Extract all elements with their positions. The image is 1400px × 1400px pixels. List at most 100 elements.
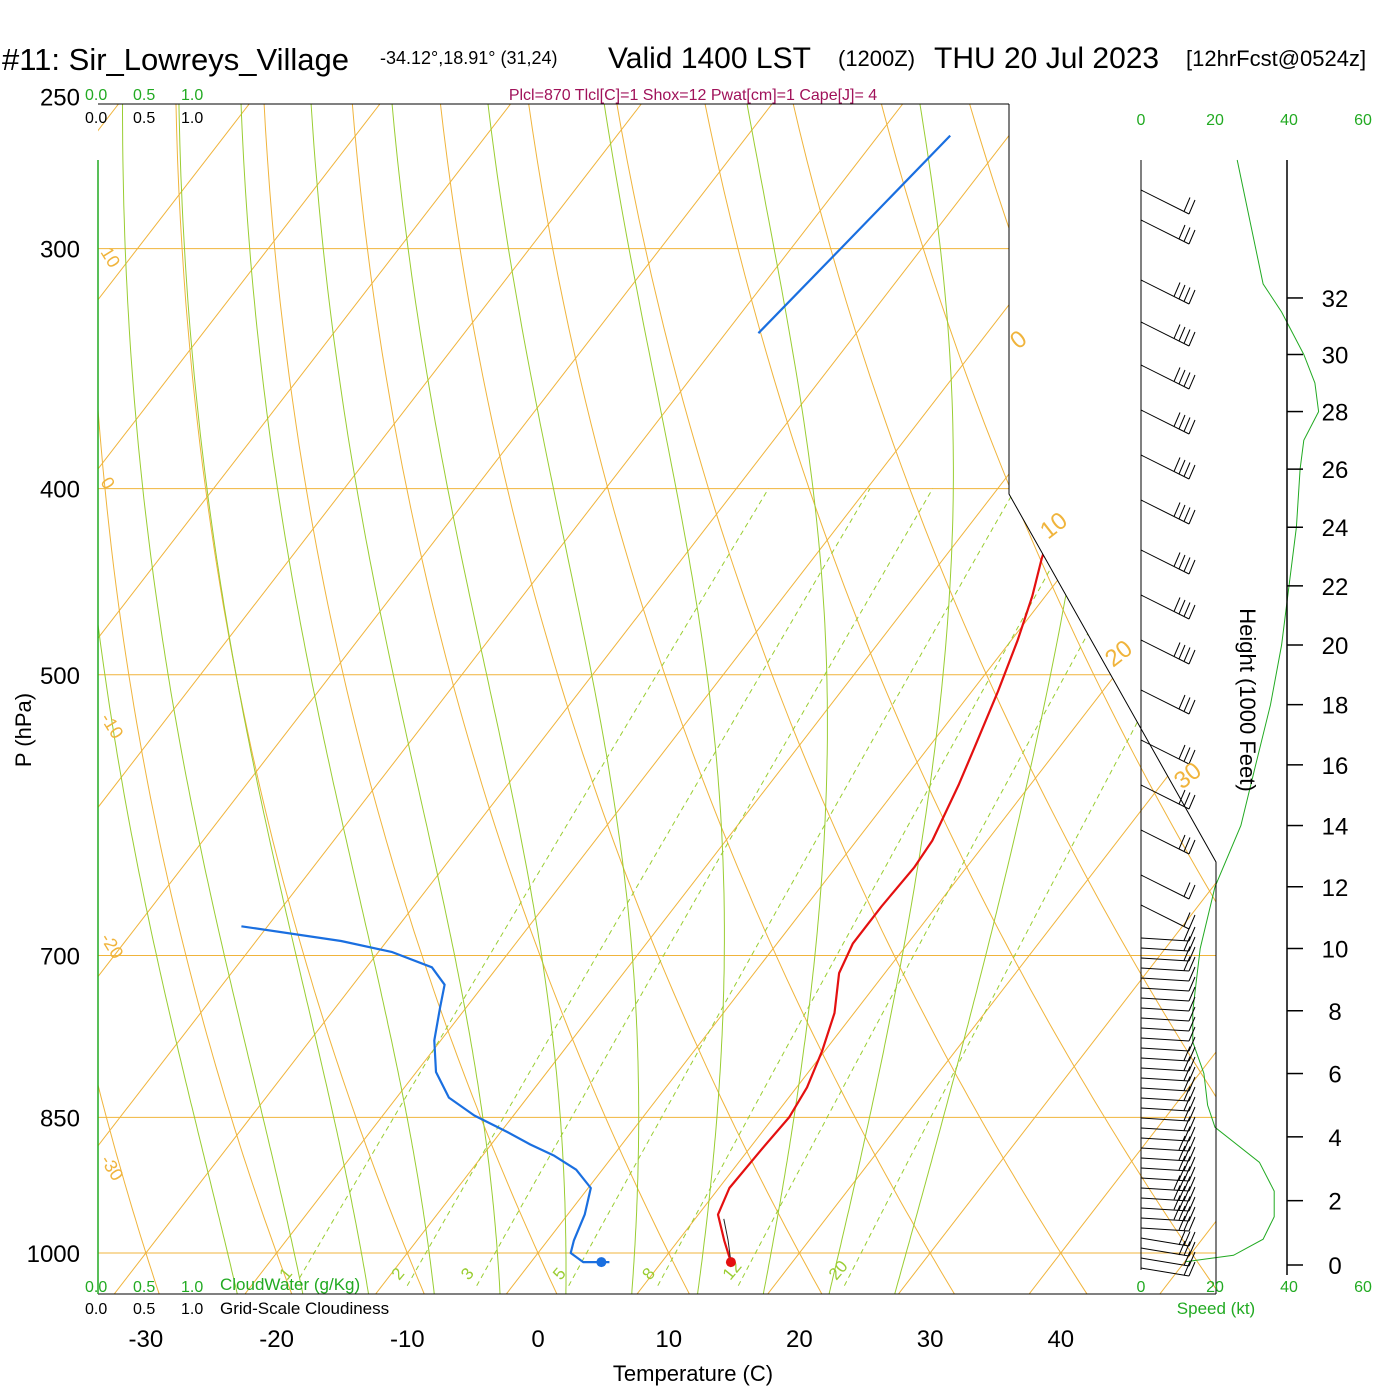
wind-barb-flag [1178,1185,1186,1201]
wind-barb-flag [1188,1016,1196,1032]
surface-dewpoint-marker [596,1257,607,1268]
wind-barb-flag [1178,1155,1186,1171]
moist-adiabat [303,104,501,1294]
wind-barb-flag [1188,976,1196,992]
wind-barb [1140,639,1190,665]
isotherm [375,104,1216,1294]
height-tick-label: 14 [1322,814,1349,841]
mixing-ratio-label: 2 [388,1264,409,1283]
wind-barb-flag [1188,996,1196,1012]
pressure-label: 700 [40,943,80,970]
wind-barb [1140,997,1190,1002]
temperature-tick-label: 10 [655,1326,682,1353]
isotherm-label-left: -20 [97,930,128,963]
cloudwater-scale-top-0: 0.0 [85,87,107,104]
wind-barb-flag [1173,282,1181,297]
wind-barb-flag [1178,459,1186,475]
height-tick-label: 20 [1322,633,1349,660]
wind-barb-flag [1188,1006,1196,1022]
wind-barb-flag [1183,1216,1191,1231]
y-axis-title: P (hPa) [11,693,36,767]
wind-barb-flag [1183,792,1191,807]
wind-barb [1140,1247,1190,1257]
wind-barb-flag [1188,884,1196,900]
wind-barb-flag [1178,744,1186,760]
speed-tick-bottom: 20 [1206,1279,1224,1296]
mixing-ratio-line [737,488,1168,1286]
dewpoint-profile [241,925,610,1264]
wind-barb-flag [1178,694,1186,710]
wind-barb-flag [1178,599,1186,615]
mixing-ratio-line [406,488,871,1286]
wind-barb-flag [1173,324,1181,339]
speed-tick-top: 0 [1137,112,1146,129]
height-tick-label: 22 [1322,574,1349,601]
moist-adiabat [579,104,725,1294]
wind-barb-flag [1183,557,1191,572]
height-tick-label: 4 [1328,1125,1341,1152]
wind-barb-flag [1188,374,1196,390]
wind-barb-flag [1188,199,1196,215]
wind-barb [1140,1127,1190,1132]
height-tick-label: 2 [1328,1189,1341,1216]
wind-barb [1140,189,1190,215]
speed-tick-bottom: 40 [1280,1279,1298,1296]
wind-barb-flag [1183,1251,1191,1266]
wind-barb-flag [1188,1136,1196,1152]
valid-time: Valid 1400 LST [608,42,811,75]
wind-barb [1140,987,1190,992]
wind-barb [1140,1217,1190,1222]
wind-barb-flag [1183,837,1191,852]
isotherm [767,104,1216,1294]
dry-adiabat [341,104,694,1294]
cloudiness-scale-bottom-1: 0.5 [133,1301,155,1318]
temperature-tick-label: 30 [917,1326,944,1353]
moist-adiabat [892,104,1111,1294]
wind-barb-flag [1188,749,1196,765]
wind-barb-flag [1178,326,1186,342]
cloudiness-scale-top-2: 1.0 [181,110,203,127]
wind-barb-flag [1178,414,1186,430]
wind-barb-flag [1183,1106,1191,1121]
wind-barb-flag [1183,697,1191,712]
wind-barb [1140,1007,1190,1012]
wind-barb-flag [1188,1056,1196,1072]
wind-barb-flag [1188,1206,1196,1222]
wind-barb-flag [1183,936,1191,951]
wind-barb-flag [1188,1261,1196,1277]
wind-barb-flag [1188,1036,1196,1052]
wind-barb [1140,1207,1190,1212]
wind-barb-flag [1183,287,1191,302]
wind-barb-flag [1173,642,1181,657]
speed-tick-top: 20 [1206,112,1224,129]
wind-barb-flag [1183,1056,1191,1071]
wind-barb-flag [1188,1186,1196,1202]
moist-adiabat [237,104,436,1294]
wind-barb-flag [1173,1205,1181,1220]
wind-barb-flag [1183,1241,1191,1256]
wind-barb-flag [1178,1230,1186,1246]
moist-adiabat [469,104,640,1294]
wind-barb [1140,1067,1190,1072]
wind-barb-flag [1183,1261,1191,1276]
isotherm [98,104,773,1294]
wind-barb-flag [1183,507,1191,522]
wind-barb-flag [1183,372,1191,387]
isotherm-label-left: 0 [97,474,119,493]
dry-adiabat [423,104,827,1294]
height-tick-label: 12 [1322,875,1349,902]
wind-barb-flag [1188,926,1196,942]
mixing-ratio-line [843,488,1216,1286]
wind-barb-flag [1183,329,1191,344]
cloudiness-scale-top-1: 0.5 [133,110,155,127]
temperature-tick-label: 40 [1047,1326,1074,1353]
wind-barb [1140,937,1190,942]
wind-barb-flag [1188,1231,1196,1247]
wind-barb-flag [1188,289,1196,305]
wind-barb [1140,1197,1190,1202]
wind-barb-flag [1183,1076,1191,1091]
wind-barb-flag [1173,367,1181,382]
dry-adiabat [1166,104,1216,1294]
wind-barb-flag [1183,197,1191,212]
